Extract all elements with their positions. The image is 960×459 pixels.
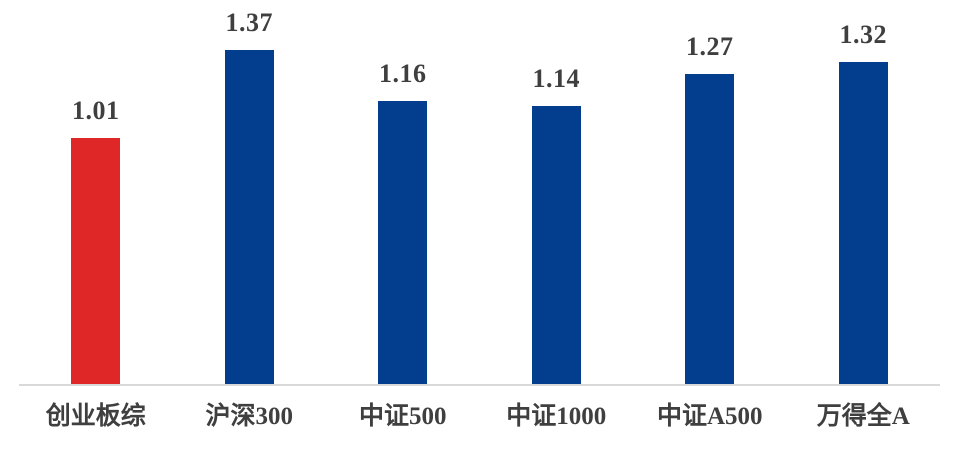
bar-group: 1.01 xyxy=(19,0,173,384)
bar-group: 1.14 xyxy=(480,0,634,384)
bar-group: 1.27 xyxy=(633,0,787,384)
bar-value-label: 1.16 xyxy=(379,59,427,88)
bar xyxy=(838,62,888,384)
bar-value-label: 1.32 xyxy=(839,20,887,49)
bar-value-label: 1.27 xyxy=(686,32,734,61)
bar-value-label: 1.37 xyxy=(225,8,273,37)
category-label: 万得全A xyxy=(816,403,910,430)
category-label: 中证500 xyxy=(358,403,447,430)
bar xyxy=(685,74,735,384)
bar xyxy=(531,106,581,384)
bar-group: 1.37 xyxy=(173,0,327,384)
bar-group: 1.16 xyxy=(326,0,480,384)
category-label: 沪深300 xyxy=(205,403,293,430)
bar xyxy=(71,138,121,384)
bar-value-label: 1.14 xyxy=(532,64,580,93)
x-axis-labels: 创业板综 沪深300 中证500 中证1000 中证A500 万得全A xyxy=(19,402,940,432)
category-label: 创业板综 xyxy=(45,403,146,430)
category-label: 中证A500 xyxy=(656,403,763,430)
plot-area: 1.01 1.37 1.16 1.14 1.27 1.32 xyxy=(19,0,940,386)
category-label: 中证1000 xyxy=(506,403,607,430)
bar-group: 1.32 xyxy=(787,0,941,384)
bar xyxy=(378,101,428,384)
bar xyxy=(224,50,274,384)
bar-value-label: 1.01 xyxy=(72,96,120,125)
